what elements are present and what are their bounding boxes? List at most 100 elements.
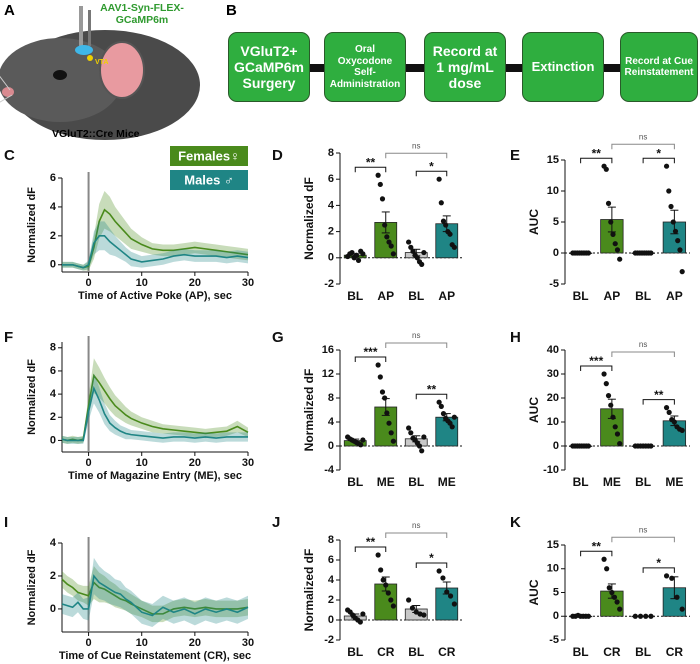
data-point (663, 163, 670, 169)
y-tick-label: 5 (553, 216, 559, 228)
data-point (666, 409, 672, 415)
data-point (436, 568, 442, 574)
x-tick-label: ME (603, 475, 621, 489)
data-point (612, 424, 618, 430)
data-point (406, 239, 412, 245)
data-point (610, 231, 616, 237)
significance-bracket (415, 393, 448, 400)
data-point (679, 606, 685, 612)
data-point (679, 269, 685, 275)
y-axis-label: AUC (527, 397, 541, 423)
y-tick-label: -5 (549, 634, 559, 646)
y-tick-label: 8 (50, 342, 56, 354)
significance-label: * (656, 556, 661, 570)
data-point (609, 589, 615, 596)
data-point (603, 381, 609, 387)
x-tick-label: AP (377, 289, 394, 303)
y-tick-label: 16 (322, 344, 334, 356)
data-point (608, 219, 614, 225)
y-axis-label: AUC (527, 579, 541, 605)
y-tick-label: 2 (328, 226, 334, 238)
significance-label: *** (589, 354, 603, 368)
y-tick-label: 8 (328, 147, 334, 159)
timeline-step: Record at 1 mg/mL dose (424, 32, 506, 102)
significance-label: ** (592, 539, 602, 553)
data-point (669, 575, 675, 581)
x-tick-label: CR (666, 645, 684, 659)
data-point (440, 575, 446, 581)
y-axis-label: Normalized dF (26, 187, 38, 263)
data-point (443, 222, 449, 228)
data-point (386, 420, 392, 426)
data-point (612, 241, 618, 247)
data-point (614, 431, 621, 437)
x-tick-label: AP (604, 289, 621, 303)
data-point (360, 251, 366, 257)
timeline-step: VGluT2+ GCaMP6m Surgery (228, 32, 310, 102)
significance-label: * (429, 159, 434, 173)
data-point (375, 552, 381, 558)
significance-label: ns (412, 141, 420, 150)
data-point (353, 252, 359, 258)
x-tick-label: BL (573, 475, 589, 489)
data-point (436, 399, 442, 405)
x-tick-label: AP (666, 289, 683, 303)
data-point (601, 371, 607, 377)
data-point (408, 430, 414, 436)
x-tick-label: BL (635, 645, 651, 659)
significance-bracket (580, 550, 613, 557)
data-point (610, 414, 616, 420)
x-tick-label: BL (573, 289, 589, 303)
y-axis-label: Normalized dF (302, 549, 316, 632)
data-point (674, 594, 680, 600)
x-tick-label: CR (377, 645, 395, 659)
x-tick-label: 10 (136, 277, 148, 289)
error-band (62, 191, 248, 271)
x-tick-label: 0 (86, 457, 92, 469)
significance-bracket (385, 342, 448, 348)
y-tick-label: 0 (553, 610, 559, 622)
data-point (440, 218, 447, 224)
data-point (377, 181, 383, 188)
significance-bracket (415, 562, 448, 568)
data-point (671, 419, 677, 425)
x-tick-label: 10 (136, 637, 148, 649)
timeline-step: Extinction (522, 32, 604, 102)
data-point (406, 597, 412, 603)
x-tick-label: 20 (189, 457, 201, 469)
x-tick-label: BL (408, 289, 424, 303)
region-label: VTA (95, 59, 108, 66)
data-point (377, 374, 383, 380)
data-point (413, 609, 419, 615)
x-tick-label: BL (347, 475, 363, 489)
data-point (421, 612, 427, 618)
data-point (382, 395, 388, 401)
data-point (360, 437, 366, 443)
data-point (605, 200, 612, 206)
significance-bracket (611, 536, 675, 543)
y-tick-label: 8 (328, 534, 334, 546)
data-point (632, 613, 638, 619)
data-point (585, 443, 592, 449)
data-point (677, 247, 683, 253)
y-tick-label: 6 (50, 172, 56, 184)
data-point (648, 613, 654, 619)
data-point (611, 594, 618, 600)
panel-letter: F (4, 329, 13, 346)
y-tick-label: 4 (50, 201, 57, 213)
data-point (648, 250, 654, 256)
data-point (410, 248, 416, 254)
y-tick-label: 0 (50, 434, 56, 446)
y-tick-label: 15 (547, 154, 559, 166)
y-tick-label: 4 (328, 574, 335, 586)
y-tick-label: 0 (50, 259, 56, 271)
data-point (601, 556, 607, 562)
significance-label: ** (654, 388, 664, 402)
y-tick-label: 20 (547, 392, 559, 404)
significance-bracket (642, 399, 675, 405)
trace-line (62, 235, 249, 269)
data-point (447, 231, 453, 237)
error-band (62, 221, 248, 271)
significance-label: ** (366, 155, 376, 169)
